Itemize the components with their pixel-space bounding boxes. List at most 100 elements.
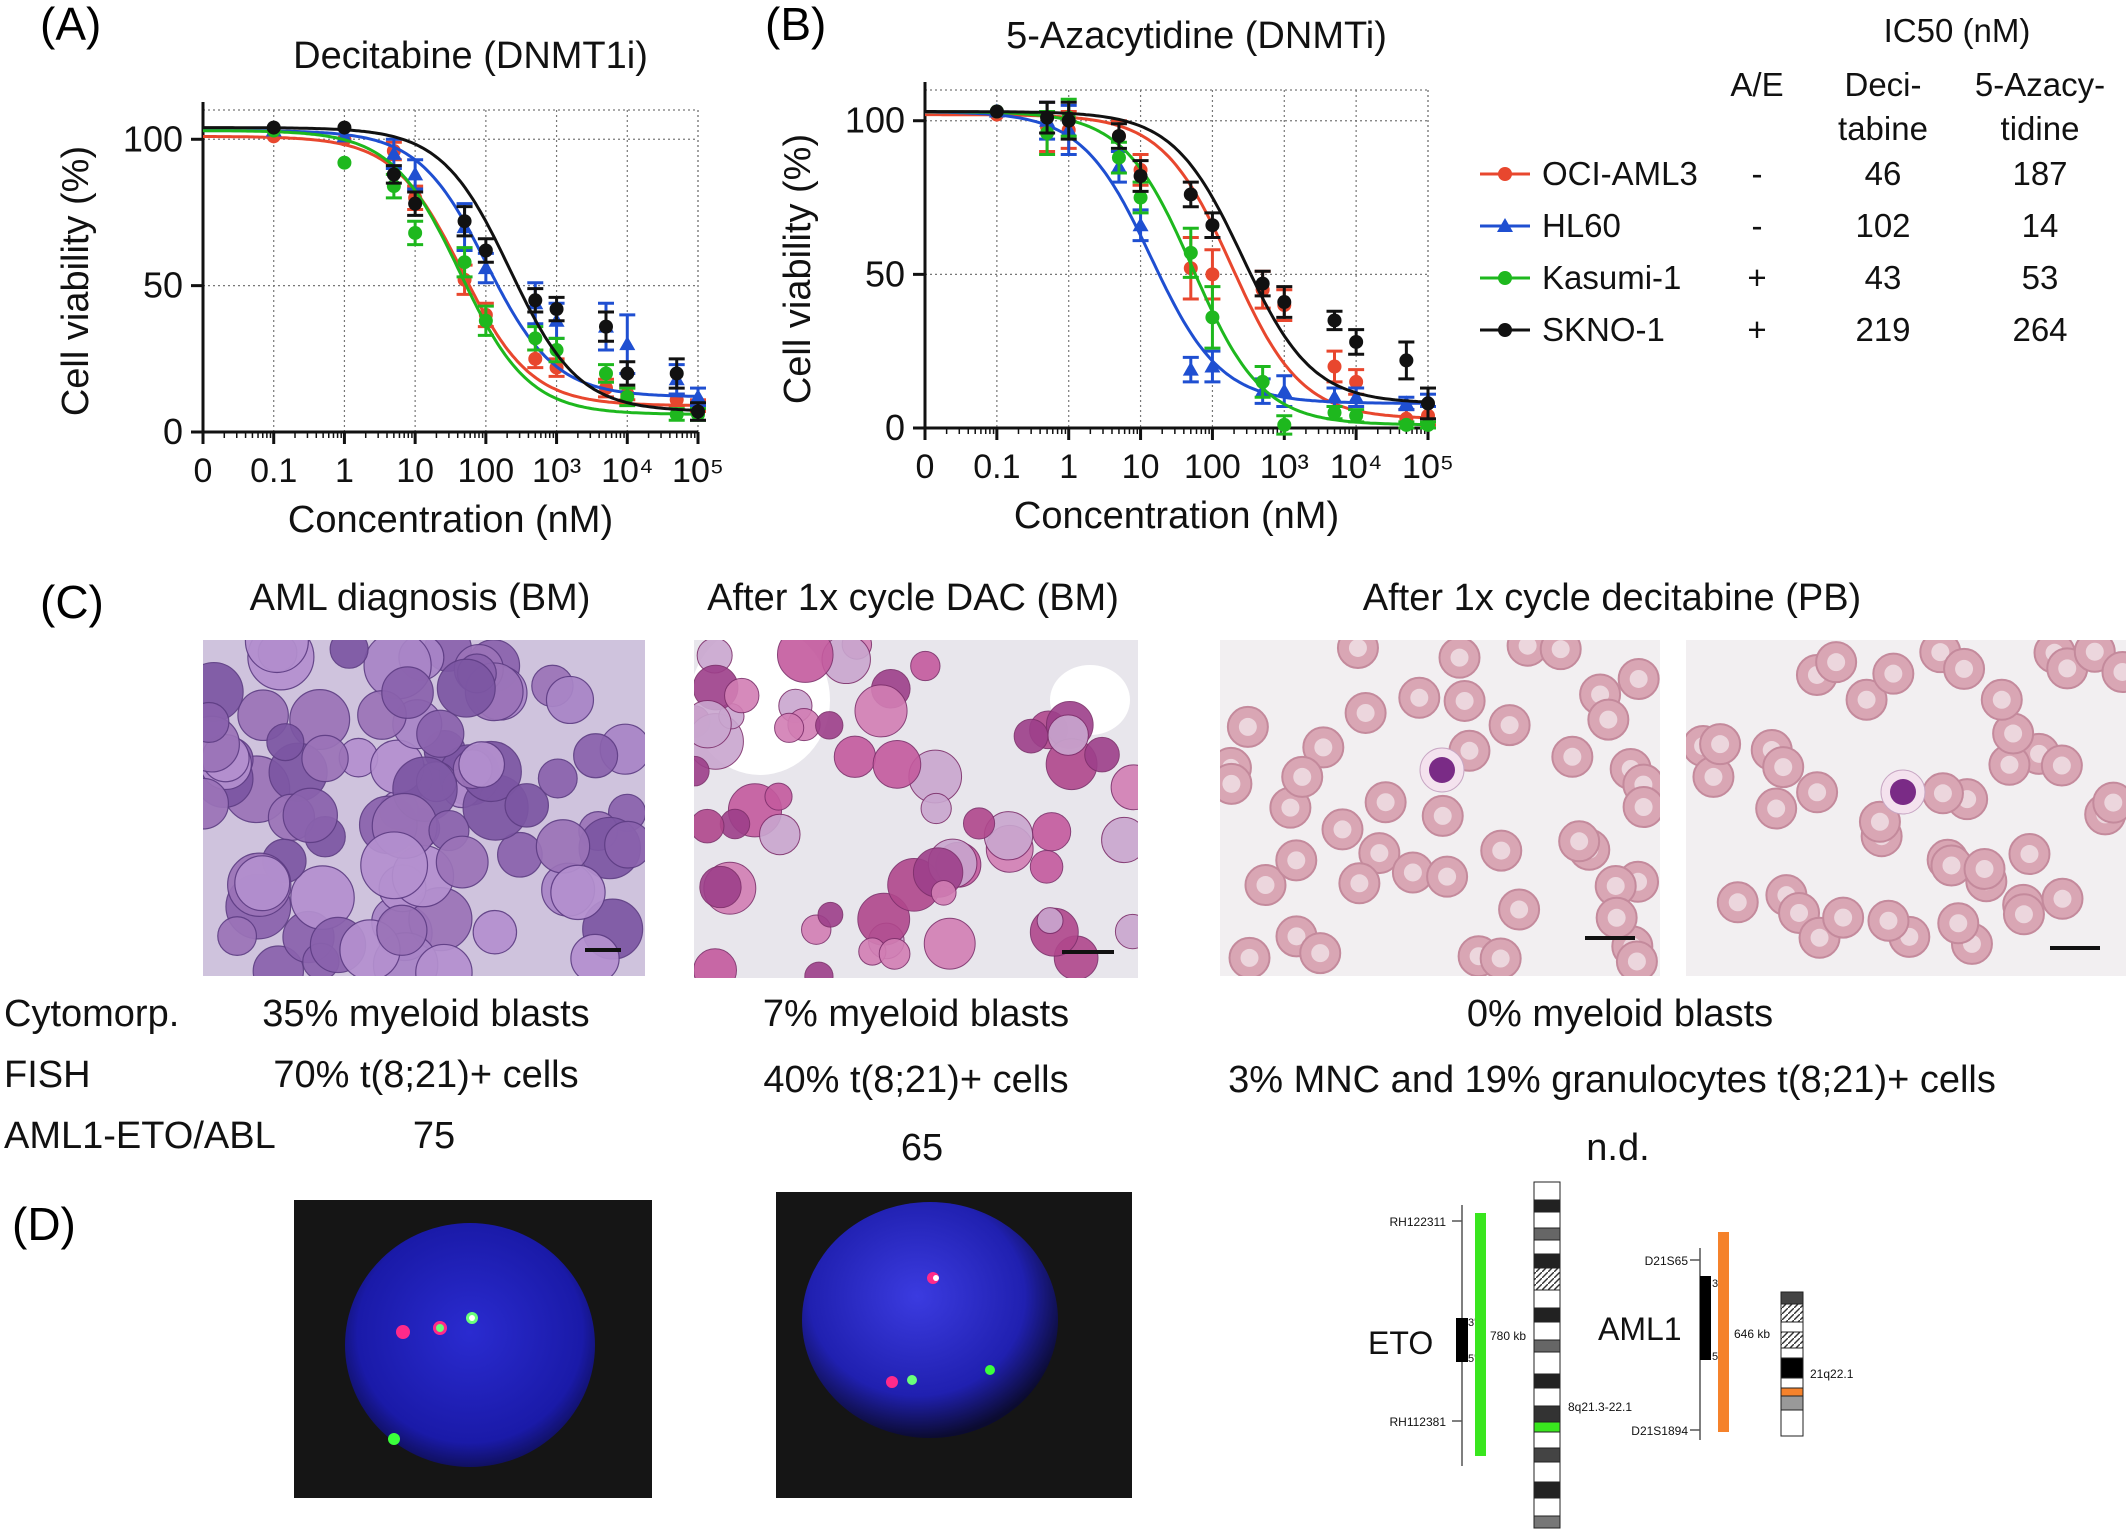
scale-bar bbox=[585, 948, 621, 952]
legend-marker bbox=[1498, 271, 1512, 285]
cell bbox=[360, 831, 429, 900]
chromosome-band bbox=[1533, 1339, 1561, 1353]
red-blood-cell-center bbox=[2085, 642, 2104, 661]
cell bbox=[416, 709, 465, 758]
red-blood-cell-center bbox=[1879, 911, 1898, 930]
fit-curve bbox=[924, 110, 1428, 405]
cell bbox=[923, 917, 976, 970]
cell bbox=[537, 758, 578, 799]
red-blood-cell-center bbox=[1767, 799, 1786, 818]
fit-curve bbox=[203, 135, 698, 407]
x-tick-label: 1 bbox=[1059, 448, 1078, 486]
cell bbox=[774, 712, 805, 743]
data-point bbox=[457, 255, 472, 270]
fit-curve bbox=[925, 113, 1429, 420]
legend-ic50-decitabine: 219 bbox=[1855, 311, 1910, 348]
cell bbox=[545, 675, 595, 725]
cell bbox=[815, 711, 844, 740]
legend-row: OCI-AML3 - 46 187 bbox=[1480, 155, 2068, 192]
aml1-size: 646 kb bbox=[1734, 1327, 1770, 1341]
eto-gene-label: ETO bbox=[1368, 1325, 1433, 1361]
data-point bbox=[1421, 396, 1435, 411]
data-point bbox=[407, 166, 424, 181]
red-blood-cell-center bbox=[1311, 944, 1330, 963]
chromosome-band bbox=[1780, 1347, 1804, 1359]
red-blood-cell-center bbox=[1949, 914, 1968, 933]
red-blood-cell-center bbox=[1808, 783, 1827, 802]
ic50-legend-table: IC50 (nM) A/E Deci- tabine 5-Azacy- tidi… bbox=[1480, 12, 2105, 348]
data-point bbox=[669, 366, 684, 381]
legend-name: HL60 bbox=[1542, 207, 1621, 244]
x-axis-label: Concentration (nM) bbox=[1014, 495, 1339, 537]
data-point bbox=[1132, 217, 1149, 232]
x-tick-label: 100 bbox=[1184, 448, 1241, 486]
chromosome-band bbox=[1780, 1331, 1804, 1349]
chart-title: 5-Azacytidine (DNMTi) bbox=[1006, 15, 1387, 57]
red-blood-cell-center bbox=[1629, 669, 1648, 688]
cell bbox=[930, 879, 957, 906]
cell bbox=[570, 933, 620, 976]
x-tick-label: 10⁵ bbox=[1402, 448, 1454, 486]
red-blood-cell-center bbox=[1238, 717, 1257, 736]
data-point bbox=[528, 293, 543, 308]
eto-probe-bottom: RH112381 bbox=[1390, 1415, 1447, 1429]
legend-name: Kasumi-1 bbox=[1542, 259, 1681, 296]
cell bbox=[920, 792, 952, 825]
data-point bbox=[1277, 295, 1292, 310]
legend-ae: + bbox=[1747, 311, 1766, 348]
red-blood-cell-center bbox=[1627, 952, 1646, 971]
cell bbox=[1101, 816, 1138, 864]
x-tick-label: 0.1 bbox=[973, 448, 1020, 486]
data-point bbox=[528, 351, 543, 366]
chromosome-band bbox=[1533, 1351, 1561, 1375]
chromosome-band bbox=[1780, 1395, 1804, 1411]
data-point bbox=[1399, 417, 1414, 432]
red-blood-cell-center bbox=[1350, 874, 1369, 893]
red-blood-cell-center bbox=[1870, 812, 1889, 831]
y-axis-label: Cell viability (%) bbox=[55, 146, 97, 416]
legend-ae: - bbox=[1752, 155, 1763, 192]
aml1-gene-label: AML1 bbox=[1598, 1311, 1682, 1347]
data-point bbox=[1349, 408, 1364, 423]
data-point bbox=[690, 388, 706, 403]
chromosome-band bbox=[1533, 1227, 1561, 1241]
red-blood-cell-center bbox=[1551, 640, 1570, 659]
eto-size: 780 kb bbox=[1490, 1329, 1526, 1343]
series-hl60 bbox=[924, 100, 1436, 412]
series-skno-1 bbox=[203, 120, 706, 422]
red-blood-cell-center bbox=[1975, 859, 1994, 878]
scale-bar bbox=[2050, 946, 2100, 950]
chromosome-band bbox=[1780, 1387, 1804, 1397]
fish-image-1 bbox=[294, 1200, 652, 1498]
legend-ic50-decitabine: 43 bbox=[1865, 259, 1902, 296]
red-blood-cell-center bbox=[1884, 664, 1903, 683]
fish-image-2 bbox=[776, 1192, 1132, 1498]
red-blood-cell-center bbox=[1790, 903, 1809, 922]
legend-row: HL60 - 102 14 bbox=[1480, 207, 2058, 244]
legend-ic50-azacytidine: 14 bbox=[2022, 207, 2059, 244]
chromosome-band bbox=[1533, 1181, 1561, 1201]
col1-aml1-eto-abl: 75 bbox=[413, 1115, 455, 1157]
red-blood-cell-center bbox=[1491, 949, 1510, 968]
red-blood-cell-center bbox=[2113, 662, 2126, 681]
eto-probe-schematic: RH122311 RH112381 3' 5' 780 kb ETO 8q21.… bbox=[1368, 1181, 1632, 1529]
cell bbox=[1013, 718, 1049, 754]
cell bbox=[776, 640, 834, 683]
aml1-probe-top: D21S65 bbox=[1645, 1254, 1689, 1268]
red-blood-cell-center bbox=[1376, 793, 1395, 812]
red-blood-cell-center bbox=[1774, 758, 1793, 777]
data-point bbox=[1349, 334, 1364, 349]
col-deci-header-2: tabine bbox=[1838, 110, 1928, 147]
x-tick-label: 0 bbox=[194, 452, 213, 490]
red-blood-cell-center bbox=[1370, 844, 1389, 863]
eto-gene-bar bbox=[1456, 1318, 1468, 1362]
chromosome-band bbox=[1533, 1321, 1561, 1341]
cell bbox=[435, 835, 489, 889]
cell bbox=[1110, 764, 1138, 811]
red-blood-cell-center bbox=[1348, 640, 1367, 657]
chromosome-band bbox=[1533, 1405, 1561, 1423]
chromosome-band bbox=[1533, 1481, 1561, 1499]
data-point bbox=[1040, 110, 1055, 125]
data-point bbox=[478, 313, 493, 328]
chromosome-band bbox=[1780, 1409, 1804, 1437]
